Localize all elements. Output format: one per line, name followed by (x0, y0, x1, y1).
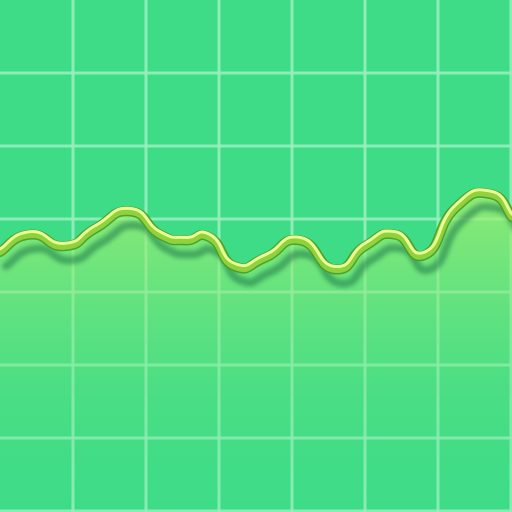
wave-line (0, 189, 512, 273)
wave-line-highlight (0, 188, 512, 268)
wave-shadow (2, 202, 512, 288)
wave-area (0, 192, 512, 512)
